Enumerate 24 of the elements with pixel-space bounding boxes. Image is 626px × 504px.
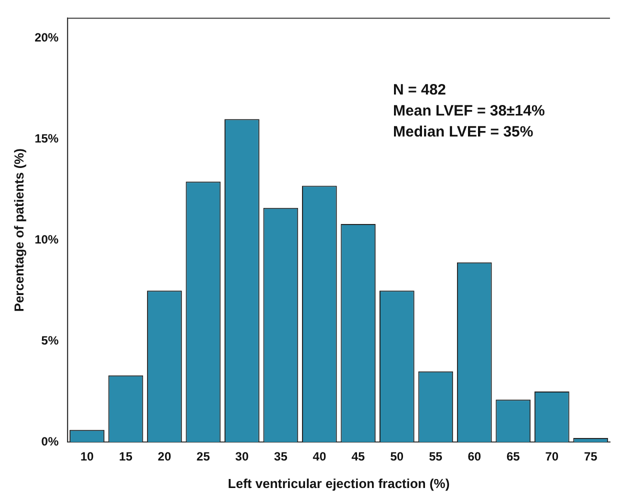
x-axis-title: Left ventricular ejection fraction (%) <box>228 476 450 491</box>
y-tick-label: 15% <box>34 132 59 146</box>
y-tick-label: 10% <box>34 232 59 247</box>
x-tick-label: 50 <box>390 450 404 464</box>
y-tick-label: 0% <box>41 434 59 448</box>
x-tick-label: 20 <box>158 450 172 464</box>
x-tick-label: 75 <box>584 450 598 464</box>
x-tick-label: 35 <box>274 450 288 464</box>
x-tick-label: 60 <box>468 450 482 464</box>
y-axis-title: Percentage of patients (%) <box>11 148 26 312</box>
x-tick-label: 25 <box>196 450 210 464</box>
x-tick-label: 65 <box>506 450 520 464</box>
annotation: Median LVEF = 35% <box>393 123 534 140</box>
y-tick-label: 5% <box>41 333 59 348</box>
x-tick-label: 10 <box>80 450 94 464</box>
annotation: Mean LVEF = 38±14% <box>393 102 545 120</box>
x-tick-label: 55 <box>428 450 443 464</box>
x-tick-label: 70 <box>545 450 559 464</box>
x-tick-label: 40 <box>312 450 326 464</box>
x-tick-label: 30 <box>235 450 249 464</box>
y-tick-label: 20% <box>34 30 59 45</box>
x-tick-label: 45 <box>352 450 366 464</box>
x-tick-label: 15 <box>119 450 133 464</box>
annotation: N = 482 <box>393 81 446 98</box>
